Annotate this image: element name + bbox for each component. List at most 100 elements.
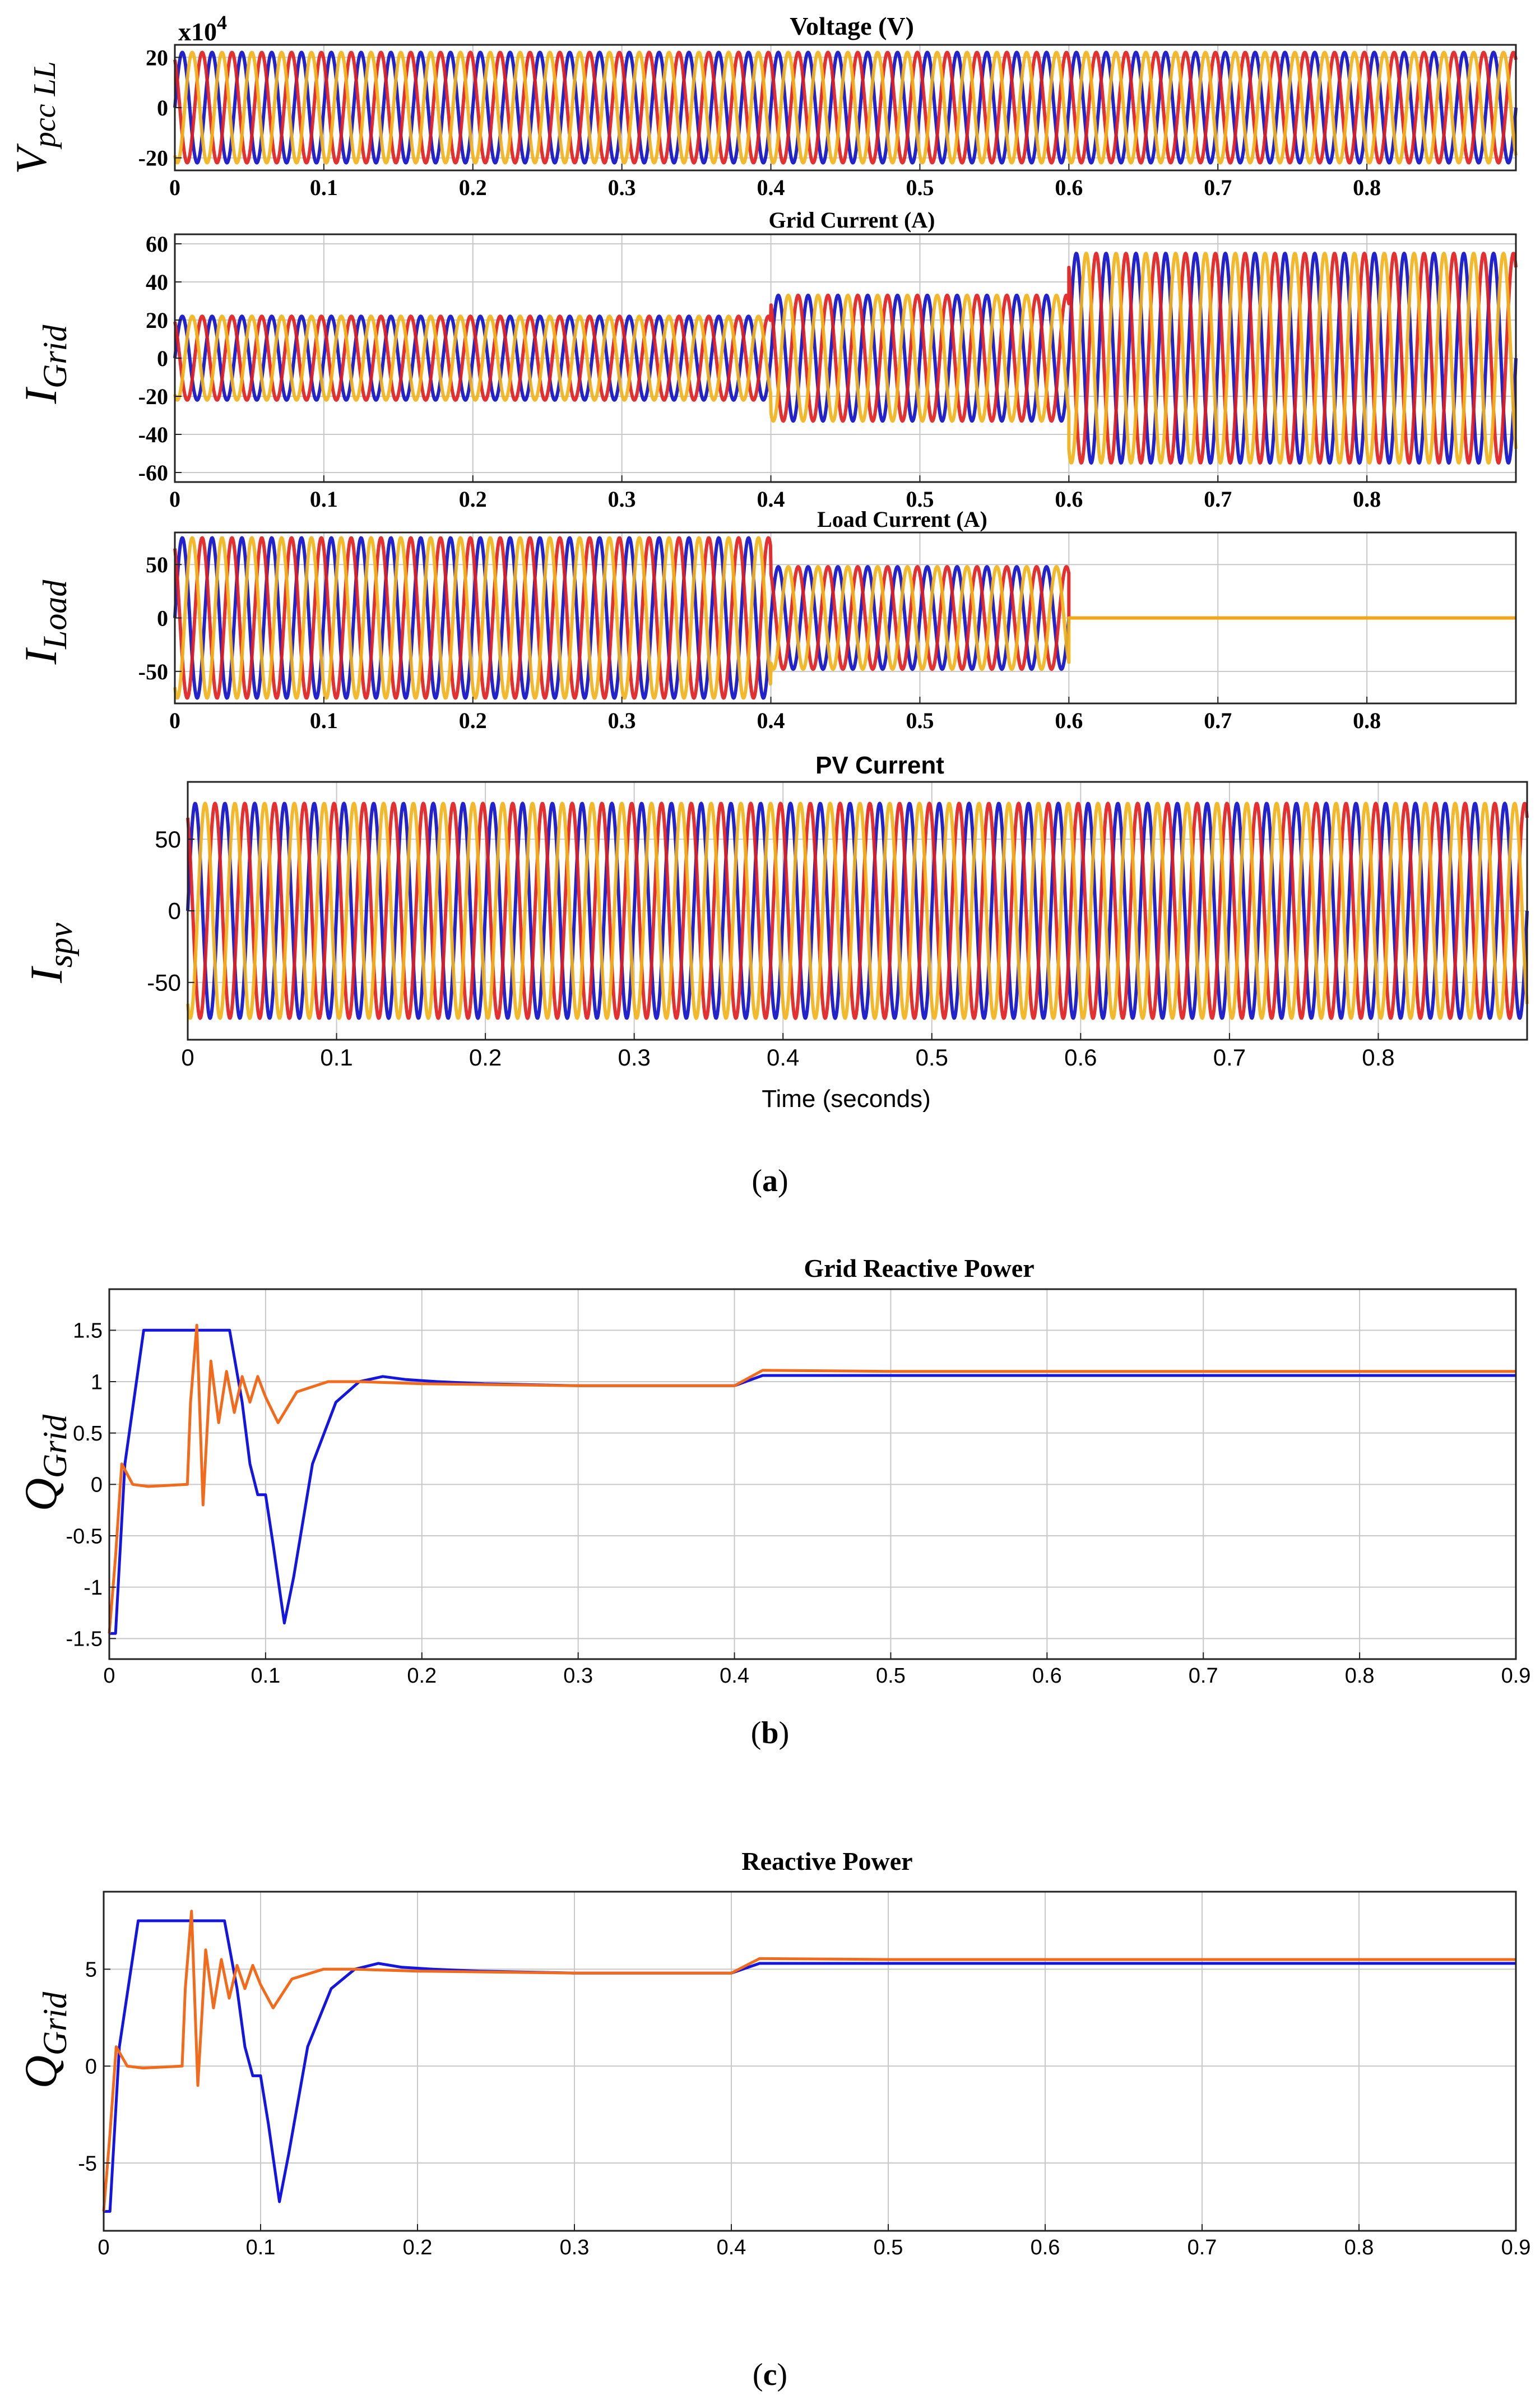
plot-grid-reactive-power-ylabel-sub: Grid	[36, 1414, 73, 1478]
y-tick-label: -1	[84, 1576, 103, 1600]
plot-grid-current-ylabel-sub: Grid	[36, 325, 73, 388]
x-tick-label: 0.2	[469, 1044, 502, 1071]
x-tick-label: 0.7	[1204, 487, 1232, 512]
x-tick-label: 0.4	[767, 1044, 799, 1071]
plot-load-current-ylabel-main: I	[15, 647, 66, 665]
phase-wave-line	[173, 50, 1518, 165]
x-tick-label: 0.1	[310, 175, 338, 200]
phase-wave-line	[173, 536, 1517, 700]
x-tick-label: 0.4	[757, 708, 785, 733]
y-tick-label: 0	[157, 95, 168, 121]
phase-wave-line	[186, 802, 1529, 1020]
caption-c-letter: c	[763, 2357, 777, 2392]
plot-voltage-ylabel-main: V	[7, 143, 55, 174]
y-tick-label: -50	[147, 969, 181, 995]
plot-reactive-power-title: Reactive Power	[741, 1847, 912, 1875]
x-tick-label: 0.6	[1055, 708, 1083, 733]
plot-grid-current-ylabel: IGrid	[15, 325, 73, 405]
x-tick-label: 0.4	[757, 175, 785, 200]
plot-voltage-ylabel: Vpcc LL	[7, 61, 62, 174]
phase-wave-line	[173, 252, 1518, 465]
plot-pv-current-area: 0 0.1 0.2 0.3 0.4 0.5 0.6 0.7 0.8 -50 0 50	[147, 781, 1529, 1071]
caption-b-letter: b	[761, 1716, 778, 1750]
plot-voltage-ylabel-sub: pcc LL	[27, 61, 62, 150]
plot-voltage-exponent-base: x10	[178, 17, 217, 46]
y-tick-label: 0	[85, 2055, 97, 2078]
plot-voltage-exponent: x104	[178, 11, 227, 46]
y-tick-label: 20	[146, 45, 168, 70]
x-tick-label: 0.6	[1031, 2236, 1060, 2259]
plot-pv-current-ylabel-sub: spv	[42, 923, 79, 967]
x-tick-label: 0.6	[1032, 1664, 1062, 1688]
y-tick-label: -50	[138, 659, 168, 684]
x-tick-label: 0.7	[1188, 2236, 1217, 2259]
y-tick-label: -20	[138, 146, 168, 171]
x-tick-label: 0.3	[608, 487, 636, 512]
x-tick-label: 0.6	[1055, 487, 1083, 512]
plot-frame	[103, 1891, 1517, 2232]
x-tick-label: 0	[181, 1044, 194, 1071]
plot-load-current-ylabel: ILoad	[15, 580, 73, 665]
plot-grid-current-title: Grid Current (A)	[769, 207, 935, 233]
y-tick-label: 50	[146, 552, 168, 577]
plot-load-current: Load Current (A) ILoad 0 0.1 0.2 0.3 0.4 0.5 0…	[15, 507, 1517, 733]
svg-text:ILoad: ILoad	[15, 580, 73, 665]
x-tick-label: 0.4	[757, 487, 785, 512]
y-tick-label: 5	[85, 1958, 97, 1982]
plot-reactive-power-ylabel: QGrid	[15, 1991, 73, 2089]
y-tick-label: 0	[91, 1474, 103, 1497]
x-tick-label: 0.5	[906, 487, 934, 512]
x-tick-label: 0.9	[1501, 1664, 1531, 1688]
plot-load-current-title: Load Current (A)	[817, 507, 987, 532]
x-tick-label: 0.8	[1353, 708, 1381, 733]
panel-a: Voltage (V) x104 Vpcc LL 0 0.1 0.2 0.3 0.4 0.…	[7, 11, 1529, 1198]
plot-grid-reactive-power-area: 0 0.1 0.2 0.3 0.4 0.5 0.6 0.7 0.8 0.9 -1.5 -1 -0.5 0 0…	[66, 1288, 1531, 1688]
plot-frame	[108, 1288, 1517, 1660]
y-tick-label: 0	[157, 606, 168, 631]
plot-pv-current-title: PV Current	[815, 752, 944, 779]
x-tick-label: 0.1	[310, 708, 338, 733]
caption-c: (c)	[753, 2357, 787, 2392]
caption-a-letter: a	[762, 1164, 778, 1198]
phase-wave-line	[186, 802, 1529, 1020]
plot-reactive-power-ylabel-sub: Grid	[36, 1991, 73, 2055]
x-tick-label: 0.5	[876, 1664, 906, 1688]
y-tick-label: 1.5	[73, 1319, 103, 1343]
x-tick-label: 0.6	[1055, 175, 1083, 200]
plot-voltage-title: Voltage (V)	[790, 12, 914, 40]
x-tick-label: 0.2	[407, 1664, 437, 1688]
plot-grid-current: Grid Current (A) IGrid 0 0.1 0.2 0.3 0.4 0.5 0…	[15, 207, 1518, 512]
x-tick-label: 0.2	[459, 175, 487, 200]
phase-wave-line	[173, 50, 1518, 165]
x-tick-label: 0.5	[906, 708, 934, 733]
plot-grid-current-area: 0 0.1 0.2 0.3 0.4 0.5 0.6 0.7 0.8 -60 -40 -20 0 20 40 6…	[138, 231, 1518, 512]
y-tick-label: 0.5	[73, 1422, 103, 1446]
x-tick-label: 0.3	[608, 175, 636, 200]
plot-pv-current-xlabel: Time (seconds)	[762, 1085, 931, 1113]
svg-text:QGrid: QGrid	[15, 1991, 73, 2089]
x-tick-label: 0.5	[874, 2236, 903, 2259]
y-tick-label: -60	[138, 460, 168, 485]
y-tick-label: 20	[146, 308, 168, 333]
x-tick-label: 0.4	[720, 1664, 749, 1688]
plot-load-current-ylabel-sub: Load	[36, 580, 73, 650]
x-tick-label: 0.4	[717, 2236, 746, 2259]
phase-wave-line	[173, 50, 1518, 165]
plot-background	[104, 1892, 1516, 2231]
x-tick-label: 0	[169, 487, 180, 512]
y-tick-label: -40	[138, 422, 168, 447]
x-tick-label: 0.8	[1362, 1044, 1394, 1071]
plot-grid-reactive-power-ylabel: QGrid	[15, 1414, 73, 1512]
y-tick-label: -5	[78, 2152, 97, 2175]
x-tick-label: 0.7	[1189, 1664, 1218, 1688]
plot-pv-current: PV Current Ispv Time (seconds) 0 0.1 0.2 0.…	[21, 752, 1529, 1113]
plot-background	[109, 1289, 1516, 1659]
y-tick-label: -1.5	[66, 1628, 103, 1651]
x-tick-label: 0.3	[563, 1664, 593, 1688]
x-tick-label: 0.9	[1501, 2236, 1531, 2259]
y-tick-label: -0.5	[66, 1525, 103, 1548]
x-tick-label: 0	[103, 1664, 115, 1688]
